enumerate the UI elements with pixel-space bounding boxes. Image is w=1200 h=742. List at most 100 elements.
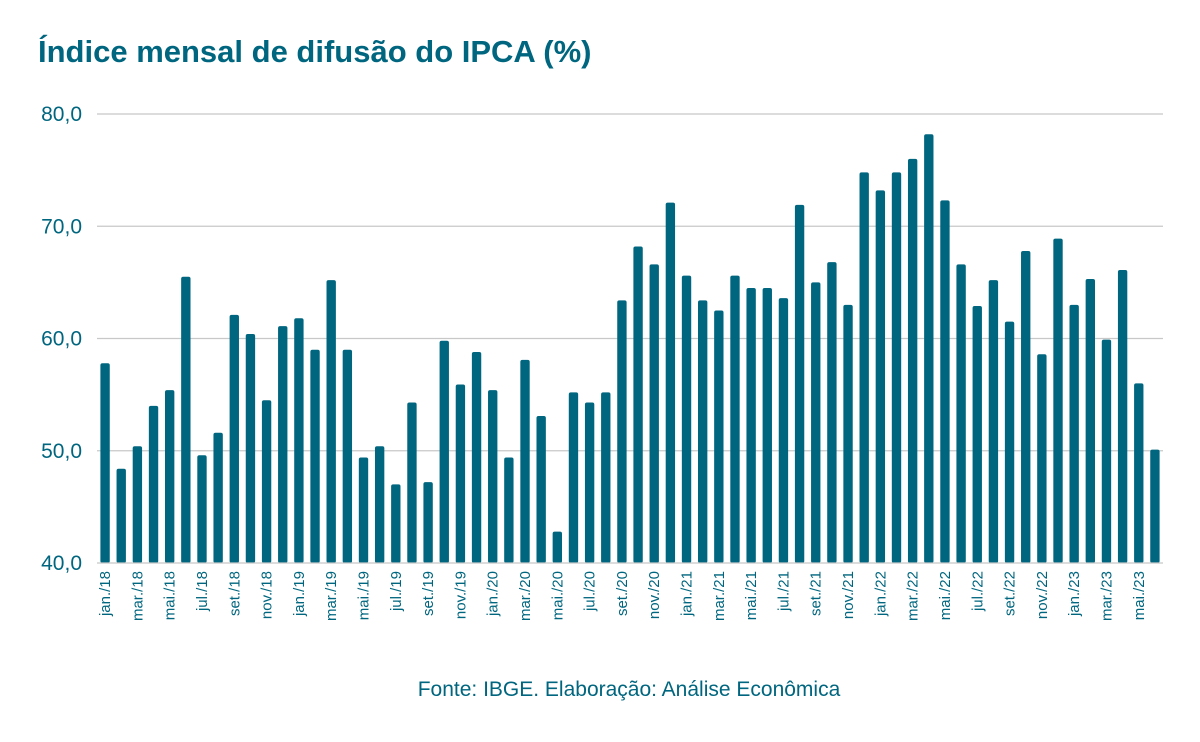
bar [164, 390, 175, 563]
bar [245, 334, 256, 563]
bar [1037, 354, 1047, 563]
bar [294, 318, 304, 563]
bar [1021, 250, 1031, 563]
x-tick-label: jan./20 [485, 571, 502, 617]
x-tick-label: nov./22 [1034, 571, 1051, 619]
bar [633, 246, 643, 563]
x-tick-label: jul./22 [969, 571, 986, 612]
x-tick-label: jan./22 [872, 571, 889, 617]
bar [536, 415, 546, 563]
x-tick-label: mai./21 [743, 571, 760, 620]
bar [762, 287, 772, 563]
y-tick-label: 80,0 [41, 103, 82, 126]
bar [649, 264, 659, 563]
x-tick-label: set./18 [226, 571, 243, 616]
x-tick-label: nov./21 [840, 571, 857, 619]
x-tick-label: jan./21 [679, 571, 696, 617]
bar [229, 314, 239, 563]
bar [730, 275, 740, 563]
chart-source-note: Fonte: IBGE. Elaboração: Análise Econômi… [417, 678, 841, 701]
x-tick-label: mar./23 [1098, 571, 1115, 621]
x-tick-label: mar./21 [711, 571, 728, 621]
bars [100, 134, 1160, 564]
bar [423, 482, 433, 563]
bar [1150, 449, 1160, 563]
x-tick-label: mai./20 [549, 571, 566, 620]
bar [827, 262, 837, 563]
x-axis-tick-labels: jan./18 mar./18 mai./18 jul./18 set./18 nov./… [97, 571, 1148, 621]
x-tick-label: jul./18 [194, 571, 211, 612]
x-tick-label: jan./23 [1066, 571, 1083, 617]
bar [875, 190, 886, 563]
bar [1004, 321, 1015, 563]
y-tick-label: 70,0 [41, 215, 82, 238]
bar [811, 282, 821, 563]
bar [907, 158, 918, 563]
bar [132, 446, 143, 563]
y-tick-label: 40,0 [41, 552, 82, 575]
bar [181, 276, 191, 563]
bar [455, 384, 466, 563]
bar [601, 392, 611, 563]
bar [261, 400, 272, 563]
x-tick-label: nov./20 [646, 571, 663, 619]
bar [504, 457, 514, 563]
x-tick-label: mar./18 [129, 571, 146, 621]
bar [988, 280, 999, 563]
bar [859, 172, 869, 563]
bar [940, 200, 950, 563]
bar [697, 300, 708, 563]
bar [665, 202, 676, 564]
x-tick-label: mar./19 [323, 571, 340, 621]
x-tick-label: jul./20 [582, 571, 599, 612]
bar [520, 359, 530, 563]
bar [746, 287, 756, 563]
chart-title: Índice mensal de difusão do IPCA (%) [38, 34, 592, 69]
x-tick-label: mar./20 [517, 571, 534, 621]
bar [1101, 339, 1112, 563]
bar [714, 310, 724, 563]
bar [471, 351, 482, 563]
bar [358, 457, 369, 563]
x-tick-label: mai./19 [356, 571, 373, 620]
x-tick-label: jan./19 [291, 571, 308, 617]
x-tick-label: jan./18 [97, 571, 114, 617]
bar [326, 280, 336, 563]
x-tick-label: mai./22 [937, 571, 954, 620]
x-tick-label: set./20 [614, 571, 631, 616]
bar [584, 402, 595, 563]
bar [391, 484, 401, 563]
x-tick-label: jul./21 [775, 571, 792, 612]
bar [972, 305, 982, 563]
bar [617, 300, 627, 563]
gridlines [97, 113, 1163, 452]
x-tick-label: jul./19 [388, 571, 405, 612]
bar [568, 392, 579, 563]
x-tick-label: set./22 [1002, 571, 1019, 616]
bar [794, 204, 805, 564]
bar [488, 390, 498, 563]
bar [1085, 279, 1096, 563]
bar [552, 531, 563, 563]
bar [310, 349, 320, 563]
bar [439, 340, 449, 563]
x-tick-label: mai./23 [1131, 571, 1148, 620]
x-tick-label: nov./18 [259, 571, 276, 619]
bar [213, 432, 223, 563]
bar [342, 349, 353, 563]
bar [681, 275, 692, 563]
x-tick-label: nov./19 [452, 571, 469, 619]
bar [1117, 270, 1128, 563]
bar [1069, 304, 1079, 563]
bar [924, 134, 934, 563]
bar [407, 402, 417, 563]
bar [100, 363, 110, 563]
x-tick-label: set./21 [808, 571, 825, 616]
y-axis-tick-labels: 40,0 50,0 60,0 70,0 80,0 [41, 103, 82, 575]
bar [778, 298, 789, 563]
bar [843, 304, 853, 563]
bar [116, 468, 126, 563]
x-tick-label: mar./22 [905, 571, 922, 621]
bar [278, 326, 288, 563]
